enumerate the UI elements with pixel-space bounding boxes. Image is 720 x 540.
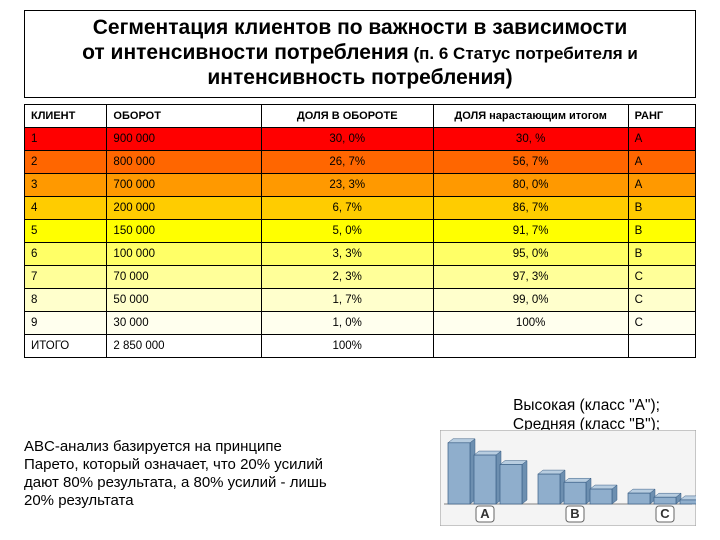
table-row: 770 0002, 3%97, 3%C bbox=[25, 265, 696, 288]
table-cell: 2 850 000 bbox=[107, 334, 261, 357]
table-cell: 3 bbox=[25, 173, 107, 196]
svg-text:C: C bbox=[660, 506, 670, 521]
table-cell: 1, 0% bbox=[261, 311, 433, 334]
table-cell: B bbox=[628, 219, 695, 242]
table-cell: 1 bbox=[25, 127, 107, 150]
table-cell: 97, 3% bbox=[433, 265, 628, 288]
pareto-note: ABC-анализ базируется на принципе Парето… bbox=[24, 438, 334, 510]
table-row: 6100 0003, 3%95, 0%B bbox=[25, 242, 696, 265]
table-cell: 86, 7% bbox=[433, 196, 628, 219]
table-cell: 50 000 bbox=[107, 288, 261, 311]
table-cell: 2 bbox=[25, 150, 107, 173]
table-cell: 56, 7% bbox=[433, 150, 628, 173]
abc-table: КЛИЕНТ ОБОРОТ ДОЛЯ В ОБОРОТЕ ДОЛЯ нараст… bbox=[24, 104, 696, 358]
table-cell: 70 000 bbox=[107, 265, 261, 288]
table-cell: 30, 0% bbox=[261, 127, 433, 150]
table-cell: 91, 7% bbox=[433, 219, 628, 242]
table-cell: 7 bbox=[25, 265, 107, 288]
table-row: 2800 00026, 7%56, 7%A bbox=[25, 150, 696, 173]
title-line-1: Сегментация клиентов по важности в завис… bbox=[93, 16, 628, 39]
table-cell: ИТОГО bbox=[25, 334, 107, 357]
table-cell: 6, 7% bbox=[261, 196, 433, 219]
header-rank: РАНГ bbox=[628, 104, 695, 127]
table-cell: 700 000 bbox=[107, 173, 261, 196]
table-cell: 8 bbox=[25, 288, 107, 311]
title-line-3: интенсивность потребления) bbox=[207, 66, 512, 89]
table-cell: 3, 3% bbox=[261, 242, 433, 265]
legend-high: Высокая (класс "A"); bbox=[479, 396, 694, 415]
table-cell: 30 000 bbox=[107, 311, 261, 334]
table-row: 4200 0006, 7%86, 7%B bbox=[25, 196, 696, 219]
table-cell: 1, 7% bbox=[261, 288, 433, 311]
svg-text:A: A bbox=[480, 506, 490, 521]
table-cell: 800 000 bbox=[107, 150, 261, 173]
table-total-row: ИТОГО2 850 000100% bbox=[25, 334, 696, 357]
table-cell: 80, 0% bbox=[433, 173, 628, 196]
table-cell bbox=[433, 334, 628, 357]
header-turnover: ОБОРОТ bbox=[107, 104, 261, 127]
table-cell: A bbox=[628, 127, 695, 150]
table-cell: C bbox=[628, 311, 695, 334]
table-cell: 99, 0% bbox=[433, 288, 628, 311]
abc-bar-chart: A B C bbox=[440, 430, 696, 526]
svg-text:B: B bbox=[570, 506, 579, 521]
table-cell: 26, 7% bbox=[261, 150, 433, 173]
table-cell: 100 000 bbox=[107, 242, 261, 265]
table-cell: 23, 3% bbox=[261, 173, 433, 196]
header-client: КЛИЕНТ bbox=[25, 104, 107, 127]
table-cell: 9 bbox=[25, 311, 107, 334]
table-cell: 30, % bbox=[433, 127, 628, 150]
table-cell: B bbox=[628, 242, 695, 265]
table-cell: B bbox=[628, 196, 695, 219]
table-row: 1900 00030, 0%30, %A bbox=[25, 127, 696, 150]
table-cell: 900 000 bbox=[107, 127, 261, 150]
title-line-2a: от интенсивности потребления bbox=[82, 41, 409, 64]
table-cell: A bbox=[628, 150, 695, 173]
table-cell: 4 bbox=[25, 196, 107, 219]
table-cell: 2, 3% bbox=[261, 265, 433, 288]
header-share: ДОЛЯ В ОБОРОТЕ bbox=[261, 104, 433, 127]
table-row: 3700 00023, 3%80, 0%A bbox=[25, 173, 696, 196]
table-cell: 5 bbox=[25, 219, 107, 242]
table-cell: 95, 0% bbox=[433, 242, 628, 265]
title-line-2b: (п. 6 Статус потребителя и bbox=[409, 44, 638, 63]
header-cumulative: ДОЛЯ нарастающим итогом bbox=[433, 104, 628, 127]
table-cell: 100% bbox=[433, 311, 628, 334]
table-cell bbox=[628, 334, 695, 357]
table-header-row: КЛИЕНТ ОБОРОТ ДОЛЯ В ОБОРОТЕ ДОЛЯ нараст… bbox=[25, 104, 696, 127]
table-cell: 150 000 bbox=[107, 219, 261, 242]
table-row: 930 0001, 0%100%C bbox=[25, 311, 696, 334]
table-cell: 100% bbox=[261, 334, 433, 357]
table-row: 850 0001, 7%99, 0%C bbox=[25, 288, 696, 311]
table-cell: C bbox=[628, 288, 695, 311]
table-cell: 5, 0% bbox=[261, 219, 433, 242]
table-cell: 6 bbox=[25, 242, 107, 265]
table-cell: A bbox=[628, 173, 695, 196]
table-cell: 200 000 bbox=[107, 196, 261, 219]
slide-title: Сегментация клиентов по важности в завис… bbox=[24, 10, 696, 98]
table-row: 5150 0005, 0%91, 7%B bbox=[25, 219, 696, 242]
table-cell: C bbox=[628, 265, 695, 288]
